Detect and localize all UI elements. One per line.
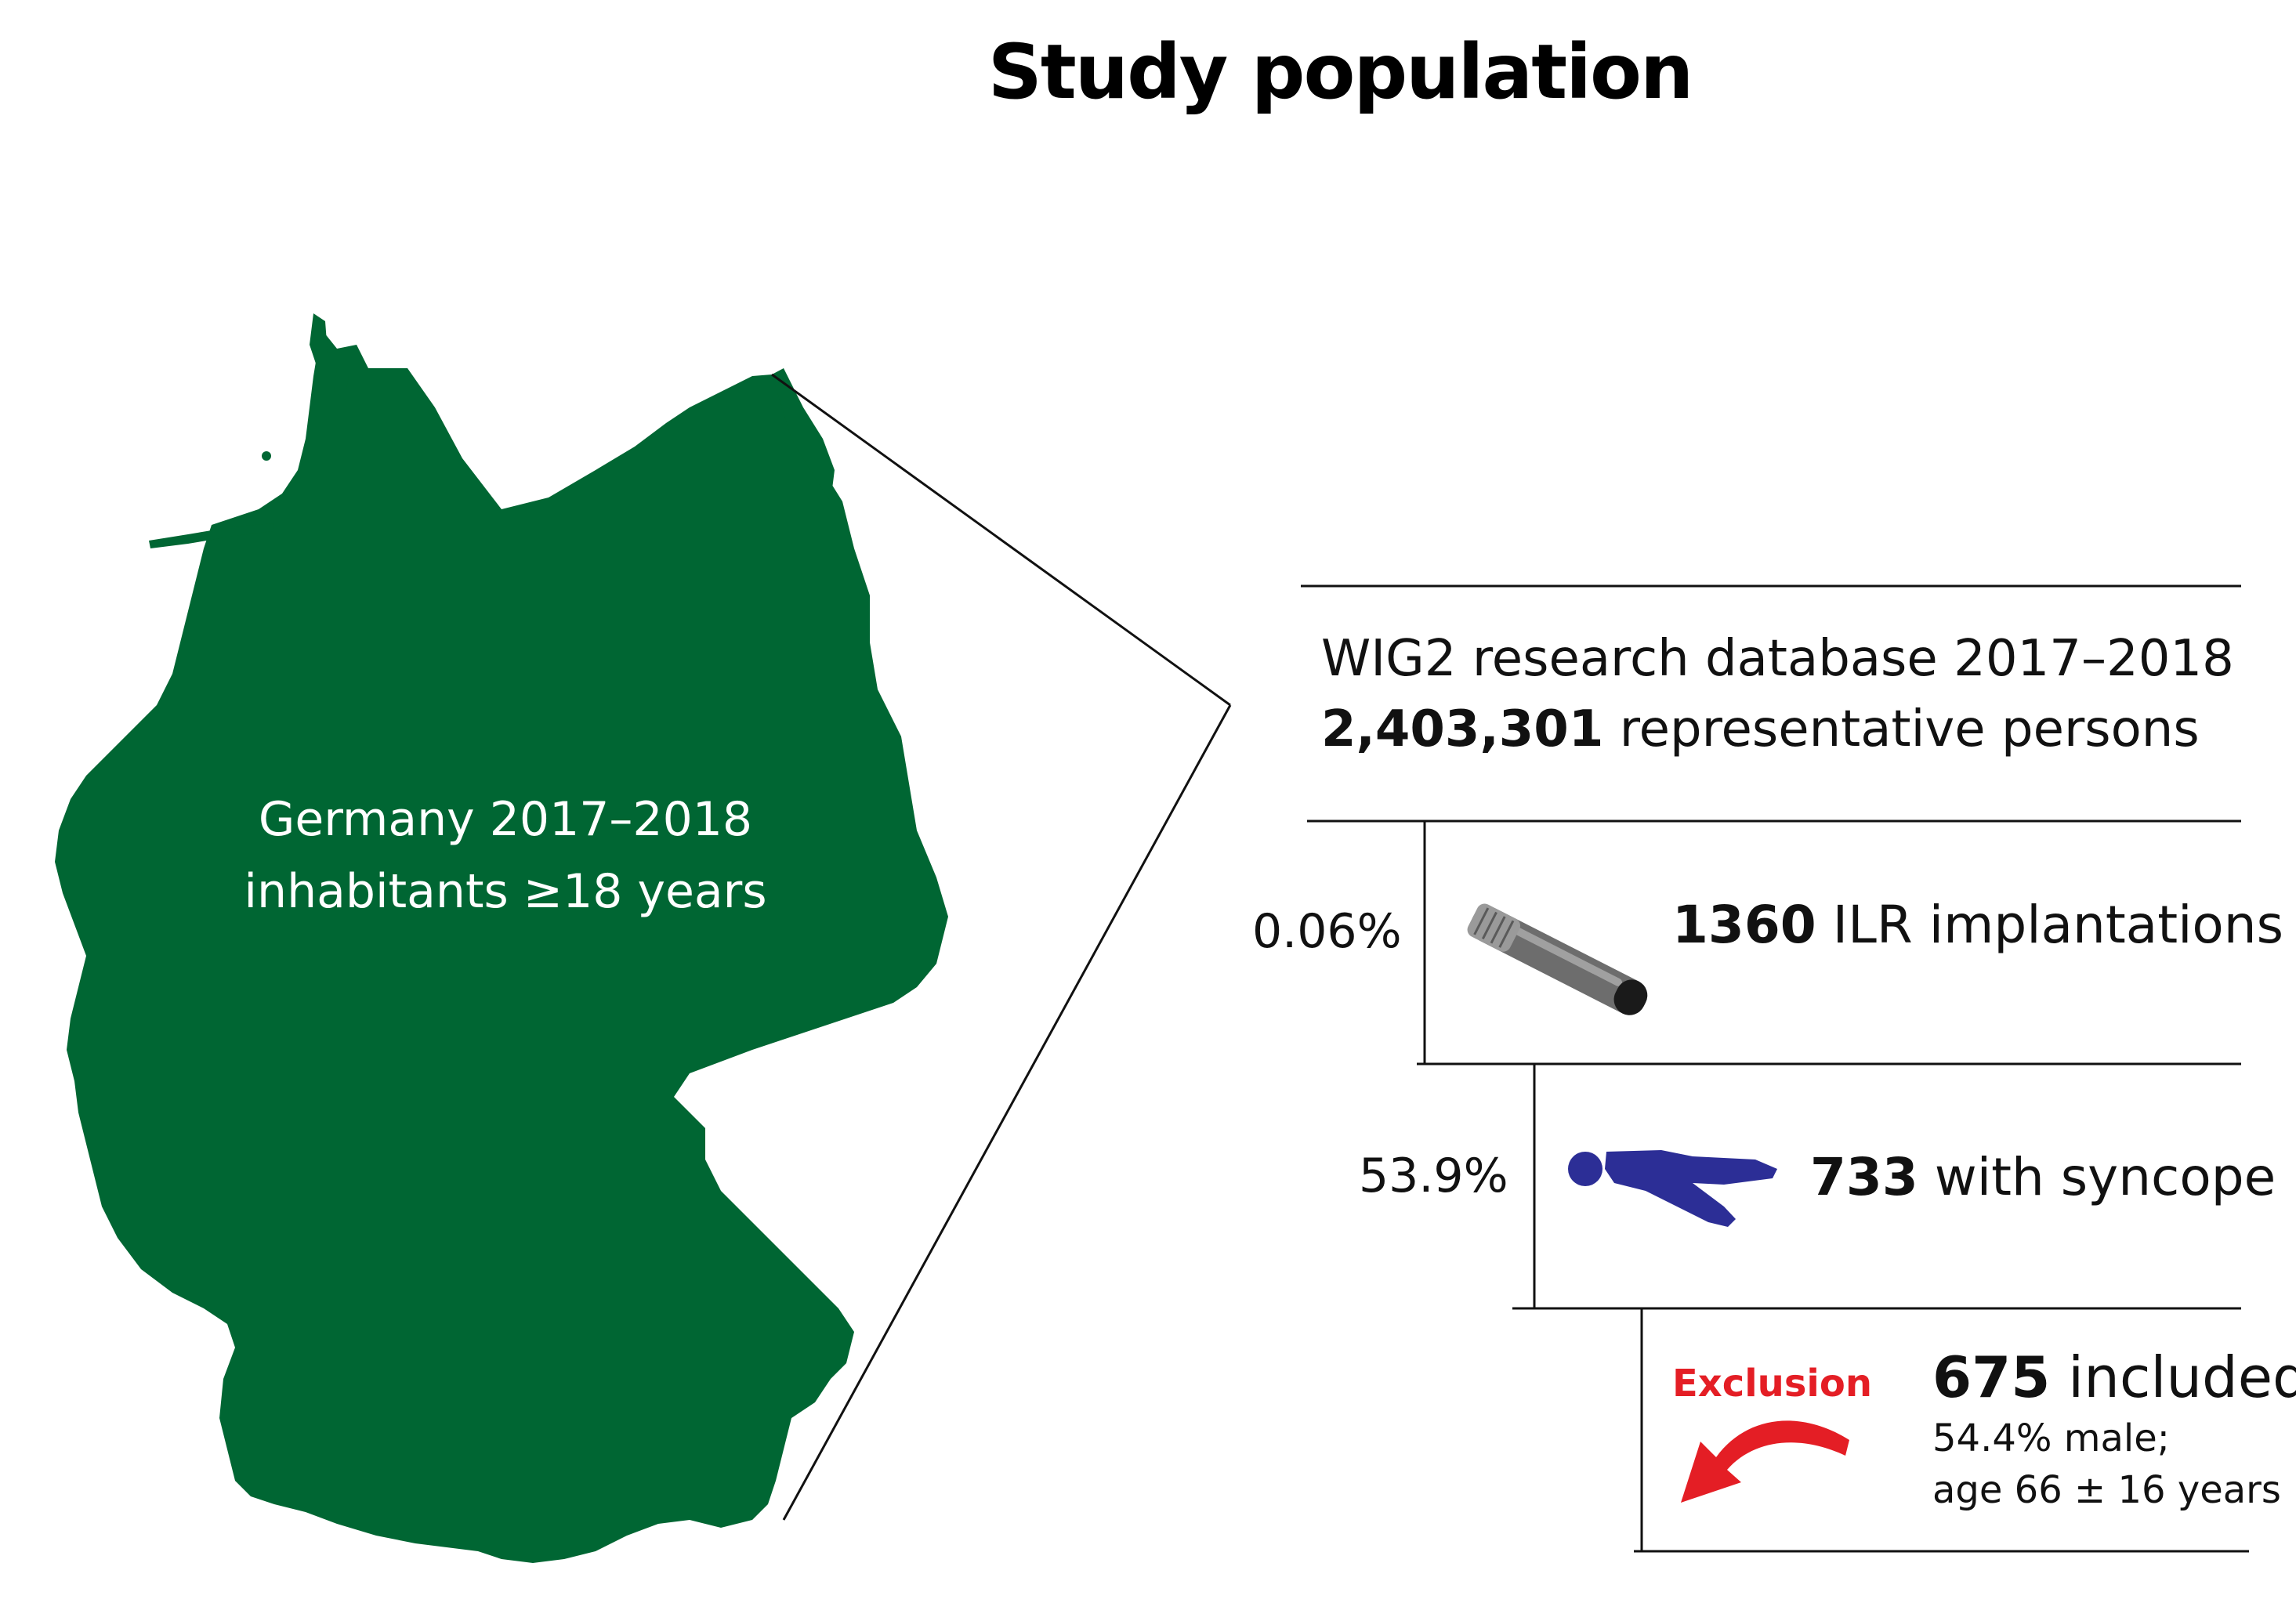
included-text: included xyxy=(2050,1344,2296,1410)
zoom-line-upper xyxy=(771,373,1231,707)
north-islands xyxy=(310,313,349,400)
map-label-line2: inhabitants ≥18 years xyxy=(244,864,767,919)
exclusion-label: Exclusion xyxy=(1672,1362,1872,1406)
page-title: Study population xyxy=(987,28,1694,116)
step2-percent: 53.9% xyxy=(1359,1149,1508,1203)
included-detail-age: age 66 ± 16 years xyxy=(1932,1468,2281,1512)
zoom-line-lower xyxy=(782,704,1232,1521)
loop-recorder-icon xyxy=(1467,903,1648,1015)
map-label-line1: Germany 2017–2018 xyxy=(258,792,753,847)
step1-count: 1360 xyxy=(1672,895,1816,955)
map-label: Germany 2017–2018 inhabitants ≥18 years xyxy=(141,783,870,928)
included-detail-sex: 54.4% male; xyxy=(1932,1416,2170,1460)
database-box: WIG2 research database 2017–2018 2,403,3… xyxy=(1321,624,2234,765)
step1-percent: 0.06% xyxy=(1252,904,1402,959)
zoom-lines xyxy=(771,373,1232,1521)
database-count-line: 2,403,301 representative persons xyxy=(1321,694,2234,765)
step2-label: 733 with syncope xyxy=(1810,1147,2276,1207)
germany-northeast-coast xyxy=(772,368,835,501)
small-island xyxy=(262,451,271,461)
frisian-islands xyxy=(149,523,274,548)
germany-map xyxy=(55,313,948,1563)
exclusion-arrow-icon xyxy=(1681,1420,1849,1503)
step1-text: ILR implantations xyxy=(1816,895,2284,955)
included-count: 675 xyxy=(1932,1344,2051,1410)
step2-text: with syncope xyxy=(1918,1147,2276,1207)
included-label: 675 included xyxy=(1932,1344,2296,1410)
step2-count: 733 xyxy=(1810,1147,1918,1207)
database-count: 2,403,301 xyxy=(1321,700,1604,758)
lying-person-icon xyxy=(1568,1150,1777,1227)
step1-label: 1360 ILR implantations xyxy=(1672,895,2283,955)
germany-mainland xyxy=(55,329,948,1563)
flow-lines xyxy=(1301,584,2249,1553)
database-name: WIG2 research database 2017–2018 xyxy=(1321,630,2234,688)
database-count-suffix: representative persons xyxy=(1603,700,2200,758)
